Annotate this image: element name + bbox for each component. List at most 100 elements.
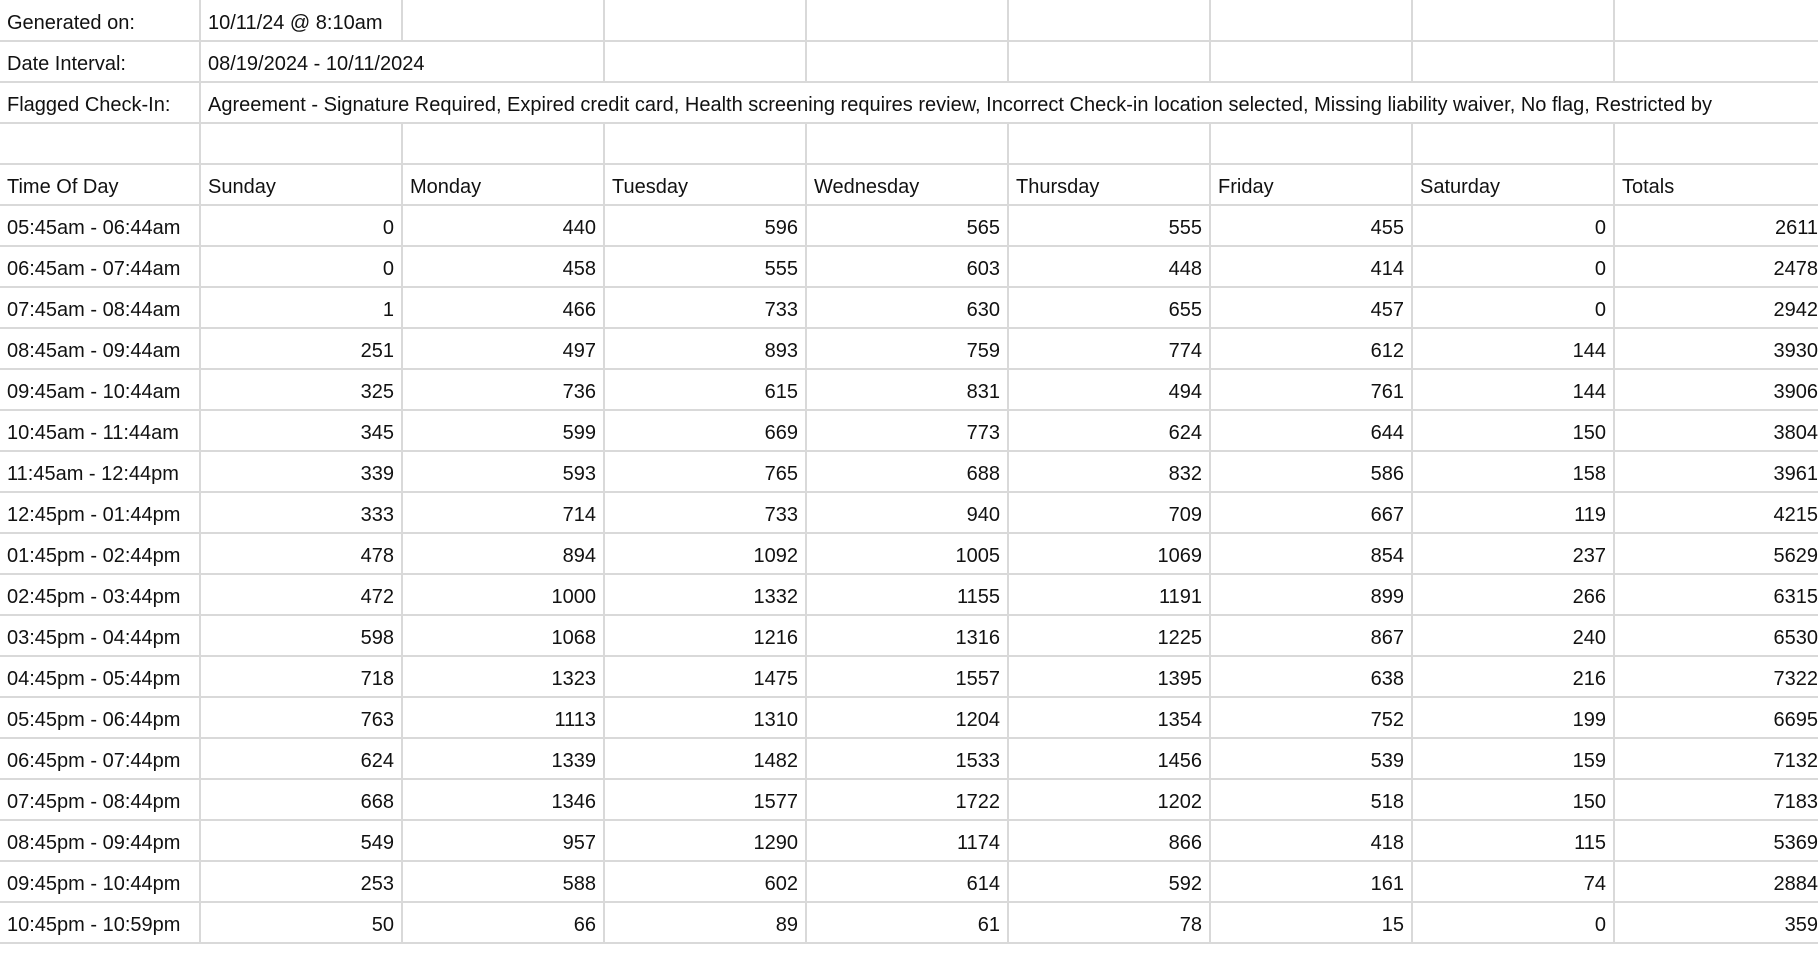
cell-saturday[interactable]: 150 <box>1412 779 1615 821</box>
cell-thursday[interactable]: 709 <box>1008 492 1211 534</box>
empty-cell[interactable] <box>1614 123 1818 165</box>
cell-totals[interactable]: 4215 <box>1614 492 1818 534</box>
header-cell-totals[interactable]: Totals <box>1614 164 1818 206</box>
cell-saturday[interactable]: 0 <box>1412 205 1615 247</box>
cell-thursday[interactable]: 448 <box>1008 246 1211 288</box>
cell-saturday[interactable]: 74 <box>1412 861 1615 903</box>
cell-totals[interactable]: 6315 <box>1614 574 1818 616</box>
cell-thursday[interactable]: 624 <box>1008 410 1211 452</box>
cell-saturday[interactable]: 266 <box>1412 574 1615 616</box>
cell-monday[interactable]: 1339 <box>402 738 605 780</box>
empty-cell[interactable] <box>1008 41 1211 83</box>
cell-sunday[interactable]: 668 <box>200 779 403 821</box>
empty-cell[interactable] <box>604 41 807 83</box>
empty-cell[interactable] <box>1008 123 1211 165</box>
cell-totals[interactable]: 7132 <box>1614 738 1818 780</box>
cell-sunday[interactable]: 549 <box>200 820 403 862</box>
cell-friday[interactable]: 667 <box>1210 492 1413 534</box>
cell-wednesday[interactable]: 1316 <box>806 615 1009 657</box>
cell-wednesday[interactable]: 831 <box>806 369 1009 411</box>
empty-cell[interactable] <box>1412 41 1615 83</box>
cell-sunday[interactable]: 472 <box>200 574 403 616</box>
cell-wednesday[interactable]: 630 <box>806 287 1009 329</box>
cell-totals[interactable]: 3961 <box>1614 451 1818 493</box>
cell-saturday[interactable]: 0 <box>1412 246 1615 288</box>
cell-thursday[interactable]: 1395 <box>1008 656 1211 698</box>
cell-tuesday[interactable]: 555 <box>604 246 807 288</box>
cell-thursday[interactable]: 592 <box>1008 861 1211 903</box>
cell-tuesday[interactable]: 1332 <box>604 574 807 616</box>
cell-saturday[interactable]: 144 <box>1412 328 1615 370</box>
cell-monday[interactable]: 1000 <box>402 574 605 616</box>
empty-cell[interactable] <box>806 41 1009 83</box>
cell-sunday[interactable]: 624 <box>200 738 403 780</box>
header-cell-thursday[interactable]: Thursday <box>1008 164 1211 206</box>
cell-totals[interactable]: 3930 <box>1614 328 1818 370</box>
cell-tuesday[interactable]: 1475 <box>604 656 807 698</box>
cell-totals[interactable]: 6695 <box>1614 697 1818 739</box>
cell-wednesday[interactable]: 614 <box>806 861 1009 903</box>
cell-time-of-day[interactable]: 11:45am - 12:44pm <box>0 451 201 493</box>
cell-sunday[interactable]: 598 <box>200 615 403 657</box>
cell-time-of-day[interactable]: 06:45am - 07:44am <box>0 246 201 288</box>
header-cell-wednesday[interactable]: Wednesday <box>806 164 1009 206</box>
cell-wednesday[interactable]: 688 <box>806 451 1009 493</box>
cell-wednesday[interactable]: 565 <box>806 205 1009 247</box>
cell-wednesday[interactable]: 773 <box>806 410 1009 452</box>
cell-saturday[interactable]: 159 <box>1412 738 1615 780</box>
empty-cell[interactable] <box>1008 0 1211 42</box>
cell-time-of-day[interactable]: 04:45pm - 05:44pm <box>0 656 201 698</box>
cell-saturday[interactable]: 0 <box>1412 902 1615 944</box>
empty-cell[interactable] <box>402 0 605 42</box>
cell-time-of-day[interactable]: 10:45am - 11:44am <box>0 410 201 452</box>
cell-tuesday[interactable]: 1577 <box>604 779 807 821</box>
interval-value-cell[interactable]: 08/19/2024 - 10/11/2024 <box>200 41 424 83</box>
cell-friday[interactable]: 854 <box>1210 533 1413 575</box>
cell-sunday[interactable]: 763 <box>200 697 403 739</box>
cell-time-of-day[interactable]: 10:45pm - 10:59pm <box>0 902 201 944</box>
cell-time-of-day[interactable]: 07:45pm - 08:44pm <box>0 779 201 821</box>
cell-friday[interactable]: 638 <box>1210 656 1413 698</box>
cell-saturday[interactable]: 0 <box>1412 287 1615 329</box>
cell-thursday[interactable]: 1225 <box>1008 615 1211 657</box>
cell-time-of-day[interactable]: 06:45pm - 07:44pm <box>0 738 201 780</box>
cell-wednesday[interactable]: 1174 <box>806 820 1009 862</box>
cell-sunday[interactable]: 345 <box>200 410 403 452</box>
cell-tuesday[interactable]: 733 <box>604 287 807 329</box>
cell-tuesday[interactable]: 1216 <box>604 615 807 657</box>
cell-totals[interactable]: 5369 <box>1614 820 1818 862</box>
cell-tuesday[interactable]: 1290 <box>604 820 807 862</box>
cell-saturday[interactable]: 240 <box>1412 615 1615 657</box>
cell-friday[interactable]: 457 <box>1210 287 1413 329</box>
cell-thursday[interactable]: 494 <box>1008 369 1211 411</box>
cell-wednesday[interactable]: 603 <box>806 246 1009 288</box>
cell-tuesday[interactable]: 765 <box>604 451 807 493</box>
generated-label-cell[interactable]: Generated on: <box>0 0 201 42</box>
cell-friday[interactable]: 414 <box>1210 246 1413 288</box>
cell-monday[interactable]: 66 <box>402 902 605 944</box>
cell-saturday[interactable]: 199 <box>1412 697 1615 739</box>
cell-thursday[interactable]: 1354 <box>1008 697 1211 739</box>
cell-time-of-day[interactable]: 03:45pm - 04:44pm <box>0 615 201 657</box>
cell-totals[interactable]: 2884 <box>1614 861 1818 903</box>
cell-tuesday[interactable]: 1482 <box>604 738 807 780</box>
empty-cell[interactable] <box>200 123 403 165</box>
cell-sunday[interactable]: 478 <box>200 533 403 575</box>
cell-friday[interactable]: 161 <box>1210 861 1413 903</box>
interval-label-cell[interactable]: Date Interval: <box>0 41 201 83</box>
cell-tuesday[interactable]: 596 <box>604 205 807 247</box>
flagged-value-cell[interactable]: Agreement - Signature Required, Expired … <box>200 82 1818 124</box>
cell-monday[interactable]: 599 <box>402 410 605 452</box>
cell-saturday[interactable]: 158 <box>1412 451 1615 493</box>
cell-monday[interactable]: 458 <box>402 246 605 288</box>
cell-wednesday[interactable]: 759 <box>806 328 1009 370</box>
cell-friday[interactable]: 612 <box>1210 328 1413 370</box>
cell-monday[interactable]: 736 <box>402 369 605 411</box>
empty-cell[interactable] <box>1210 0 1413 42</box>
cell-monday[interactable]: 497 <box>402 328 605 370</box>
generated-value-cell[interactable]: 10/11/24 @ 8:10am <box>200 0 403 42</box>
cell-sunday[interactable]: 718 <box>200 656 403 698</box>
header-cell-sunday[interactable]: Sunday <box>200 164 403 206</box>
empty-cell[interactable] <box>1210 41 1413 83</box>
cell-friday[interactable]: 867 <box>1210 615 1413 657</box>
